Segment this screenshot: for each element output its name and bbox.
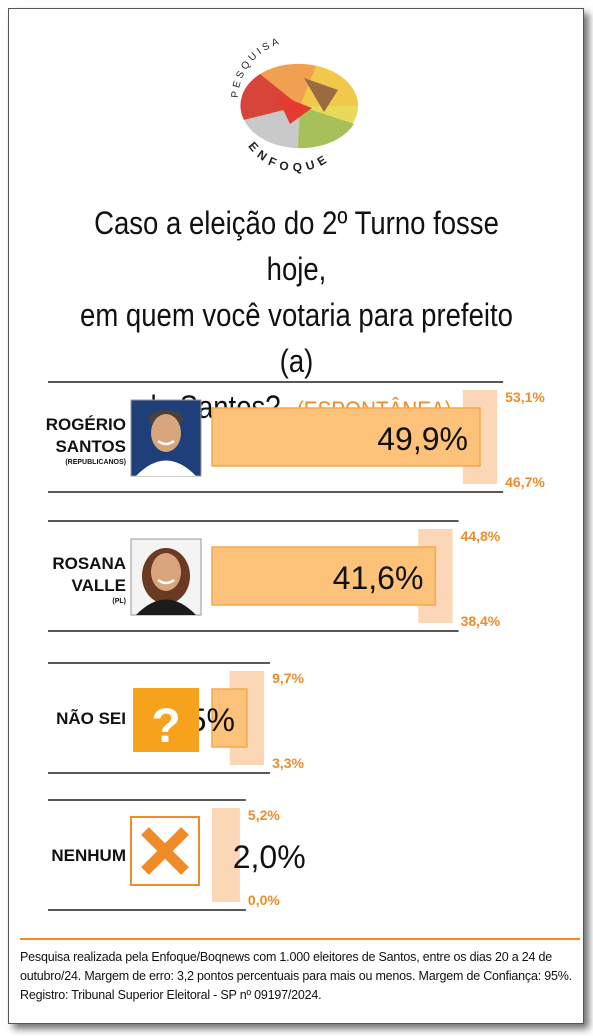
lower-bound-label: 38,4% [461,613,501,629]
chart-row-2: 6,5%9,7%3,3%NÃO SEI? [48,662,305,774]
smile [157,578,175,585]
footer-divider [20,938,580,940]
question-line-1: Caso a eleição do 2º Turno fosse hoje, [94,205,499,287]
methodology-note: Pesquisa realizada pela Enfoque/Boqnews … [20,950,572,1002]
category-name: NÃO SEI [56,708,126,728]
category-name: VALLE [72,576,126,595]
upper-bound-label: 44,8% [461,528,501,544]
x-mark [141,827,189,875]
party-label: (PL) [112,598,126,605]
upper-bound-label: 9,7% [272,670,304,686]
torso [136,599,196,615]
bar [211,688,248,748]
torso [136,460,196,476]
pie-chart-logo-icon: PESQUISA ENFOQUE [230,36,358,175]
lower-bound-label: 3,3% [272,755,304,771]
poll-question: Caso a eleição do 2º Turno fosse hoje, e… [67,200,525,434]
confidence-interval-band [212,808,240,902]
question-icon [133,688,199,752]
upper-bound-label: 53,1% [505,389,545,405]
poll-card [8,8,584,1024]
lower-bound-label: 0,0% [248,892,280,908]
value-label: 49,9% [377,421,468,457]
face [151,414,181,452]
lower-bound-label: 46,7% [505,474,545,490]
chart-row-3: 2,0% 5,2% 0,0% NENHUM [48,799,306,911]
bar [211,546,437,606]
smile [157,439,175,446]
category-name: ROSANA [52,554,126,573]
question-line-2: em quem você votaria para prefeito (a) [80,297,513,379]
chart-row-1: 41,6% 44,8% 38,4% ROSANA VALLE (PL) [48,520,501,632]
category-name: ROGÉRIO [46,415,126,434]
value-label: 41,6% [333,560,424,596]
bar [211,407,481,467]
category-name: NENHUM [51,846,126,865]
category-name: SANTOS [55,437,126,456]
question-mark: ? [151,700,180,753]
chart-row-0: 49,9% 53,1% 46,7% ROGÉRIO SANTOS (REPUBLICANO… [46,381,545,493]
upper-bound-label: 5,2% [248,807,280,823]
face [151,553,181,591]
party-label: (REPUBLICANOS) [65,459,126,466]
value-label: 2,0% [233,839,306,875]
